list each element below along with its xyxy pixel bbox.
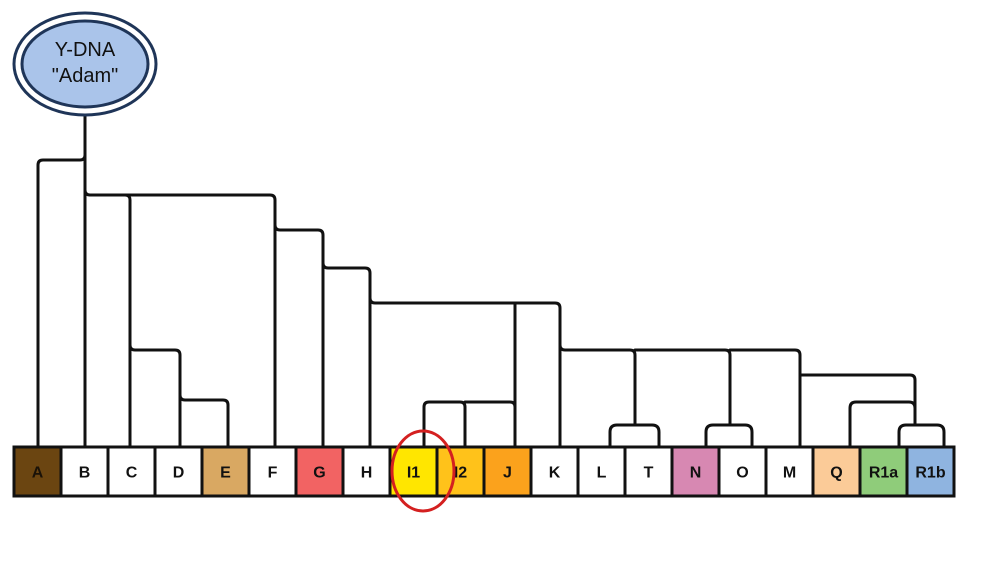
highlight-ring: [390, 429, 456, 513]
haplogroup-cell-i1: I1: [388, 445, 439, 498]
branch-bt: [83, 188, 277, 449]
branch-qr: [798, 373, 917, 427]
haplogroup-box-b: [59, 445, 110, 498]
branch-q: [848, 400, 917, 449]
haplogroup-row: A B C D E F G H I1 I2 J K L T N O M Q R1a R1b: [12, 445, 956, 498]
haplogroup-cell-n: N: [670, 445, 721, 498]
haplogroup-label-t: T: [644, 465, 654, 482]
branch-ij: [368, 296, 562, 449]
branch-e: [178, 393, 230, 449]
tree-branches: [36, 113, 946, 449]
haplogroup-label-b: B: [79, 465, 91, 482]
haplogroup-cell-r1a: R1a: [858, 445, 909, 498]
branch-k-lt: [558, 343, 637, 427]
haplogroup-cell-k: K: [529, 445, 580, 498]
branch-i1-i2: [422, 400, 467, 449]
haplogroup-box-l: [576, 445, 627, 498]
branch-m: [728, 348, 802, 449]
root-inner-ellipse: [20, 19, 150, 109]
haplogroup-box-f: [247, 445, 298, 498]
haplogroup-label-r1a: R1a: [869, 465, 898, 482]
haplogroup-cell-c: C: [106, 445, 157, 498]
haplogroup-label-j: J: [503, 465, 512, 482]
haplogroup-cell-h: H: [341, 445, 392, 498]
haplogroup-cell-g: G: [294, 445, 345, 498]
branch-i-stem: [463, 400, 517, 409]
haplogroup-label-n: N: [690, 465, 702, 482]
branch-h: [321, 261, 372, 449]
haplogroup-box-r1b: [905, 445, 956, 498]
haplogroup-label-d: D: [173, 465, 185, 482]
branch-lt-fork: [608, 423, 661, 449]
haplogroup-box-d: [153, 445, 204, 498]
haplogroup-label-h: H: [361, 465, 373, 482]
haplogroup-label-a: A: [32, 465, 44, 482]
root-node: Y-DNA "Adam": [12, 11, 158, 117]
haplogroup-box-j: [482, 445, 533, 498]
haplogroup-box-g: [294, 445, 345, 498]
haplogroup-cell-t: T: [623, 445, 674, 498]
haplogroup-cell-e: E: [200, 445, 251, 498]
haplogroup-cell-l: L: [576, 445, 627, 498]
branch-no: [633, 348, 732, 427]
haplogroup-box-i1: [388, 445, 439, 498]
haplogroup-box-i2: [435, 445, 486, 498]
haplogroup-label-i2: I2: [454, 465, 467, 482]
haplogroup-cell-r1b: R1b: [905, 445, 956, 498]
haplogroup-cell-i2: I2: [435, 445, 486, 498]
haplogroup-label-g: G: [313, 465, 325, 482]
haplogroup-cell-a: A: [12, 445, 63, 498]
haplogroup-cell-o: O: [717, 445, 768, 498]
branch-r-fork: [897, 423, 946, 449]
haplogroup-label-k: K: [549, 465, 561, 482]
haplogroup-label-e: E: [220, 465, 231, 482]
root-label-line2: "Adam": [52, 65, 118, 87]
branch-de: [128, 343, 182, 449]
root-stem: [36, 113, 87, 449]
haplogroup-label-i1: I1: [407, 465, 420, 482]
haplogroup-cell-b: B: [59, 445, 110, 498]
haplogroup-label-q: Q: [830, 465, 842, 482]
branch-no-fork: [704, 423, 754, 449]
haplogroup-cell-f: F: [247, 445, 298, 498]
haplogroup-cell-d: D: [153, 445, 204, 498]
haplogroup-label-f: F: [268, 465, 278, 482]
haplogroup-label-r1b: R1b: [915, 465, 945, 482]
root-label-line1: Y-DNA: [55, 39, 116, 61]
haplogroup-cell-j: J: [482, 445, 533, 498]
branch-c: [88, 193, 132, 449]
haplogroup-label-l: L: [597, 465, 607, 482]
haplogroup-box-q: [811, 445, 862, 498]
branch-g: [273, 223, 325, 449]
haplogroup-box-o: [717, 445, 768, 498]
haplogroup-box-e: [200, 445, 251, 498]
haplogroup-cell-q: Q: [811, 445, 862, 498]
haplogroup-label-o: O: [736, 465, 748, 482]
haplogroup-label-c: C: [126, 465, 138, 482]
haplogroup-cell-m: M: [764, 445, 815, 498]
haplogroup-label-m: M: [783, 465, 796, 482]
